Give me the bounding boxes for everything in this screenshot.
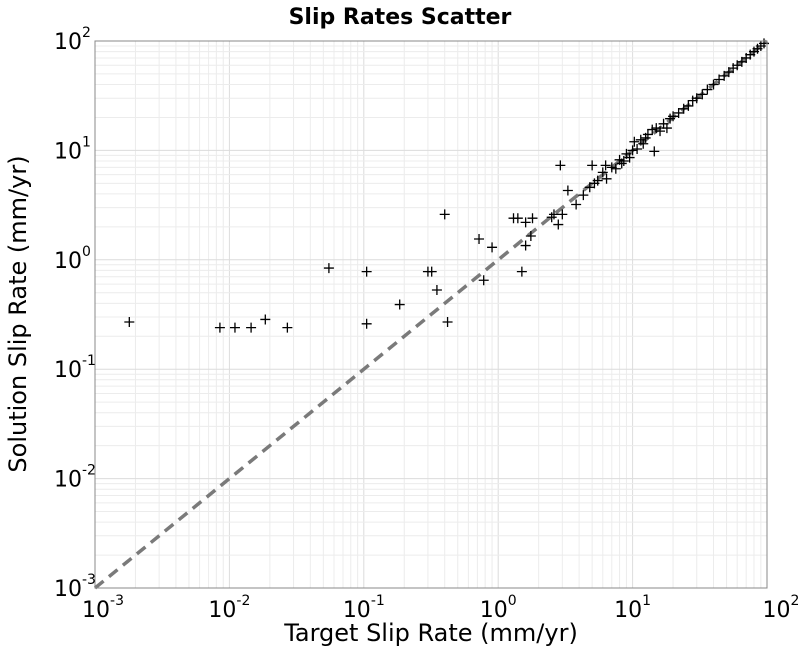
data-point [439, 209, 450, 220]
data-point [683, 100, 694, 111]
data-point [487, 242, 498, 253]
data-point [520, 217, 531, 228]
data-point [673, 107, 684, 118]
x-tick-label: 10-3 [82, 593, 124, 623]
data-point [431, 284, 442, 295]
x-tick-label: 101 [614, 593, 651, 623]
data-point [394, 299, 405, 310]
data-point [555, 160, 566, 171]
data-point [601, 173, 612, 184]
data-point [638, 138, 649, 149]
data-point [516, 266, 527, 277]
data-point [361, 318, 372, 329]
data-point [691, 93, 702, 104]
data-point [442, 317, 453, 328]
data-point [512, 213, 523, 224]
x-tick-label: 10-1 [343, 593, 385, 623]
data-point [246, 322, 257, 333]
x-tick-labels: 10-3 10-2 10-1 100 101 102 [82, 593, 799, 623]
data-point [214, 322, 225, 333]
reference-line [93, 39, 769, 590]
data-point [649, 146, 660, 157]
data-point [474, 233, 485, 244]
data-point [655, 126, 666, 137]
x-tick-label: 10-2 [208, 593, 250, 623]
data-point [714, 74, 725, 85]
data-point [632, 143, 643, 154]
grid [94, 41, 767, 589]
x-tick-label: 102 [763, 593, 800, 623]
data-point [282, 322, 293, 333]
data-point [697, 89, 708, 100]
x-tick-label: 100 [480, 593, 517, 623]
y-tick-label: 10-2 [54, 463, 96, 493]
data-point [527, 213, 538, 224]
data-point [606, 162, 617, 173]
data-point [618, 156, 629, 167]
data-point [642, 129, 653, 140]
data-point [600, 160, 611, 171]
data-point [548, 209, 559, 220]
data-point [592, 175, 603, 186]
y-axis-label: Solution Slip Rate (mm/yr) [4, 155, 32, 472]
data-point [520, 240, 531, 251]
plot-frame [94, 40, 768, 589]
reference-line-layer [93, 39, 769, 590]
data-point [687, 95, 698, 106]
data-point [708, 79, 719, 90]
data-point [629, 136, 640, 147]
data-point [624, 152, 635, 163]
y-tick-label: 101 [54, 134, 91, 164]
data-point [323, 263, 334, 274]
y-tick-label: 102 [54, 25, 91, 55]
y-tick-label: 10-3 [54, 572, 96, 602]
data-points [124, 38, 770, 333]
chart-title: Slip Rates Scatter [289, 5, 512, 30]
data-point [525, 231, 536, 242]
x-axis-label: Target Slip Rate (mm/yr) [283, 619, 578, 647]
data-point [229, 322, 240, 333]
data-point [426, 266, 437, 277]
y-tick-label: 10-1 [54, 353, 96, 383]
data-point [668, 111, 679, 122]
data-point [610, 163, 621, 174]
data-point [578, 190, 589, 201]
data-point [647, 124, 658, 135]
data-point [557, 209, 568, 220]
data-point [627, 145, 638, 156]
data-point [587, 160, 598, 171]
data-point [571, 199, 582, 210]
data-point [661, 123, 672, 134]
data-point [597, 167, 608, 178]
y-tick-labels: 10-3 10-2 10-1 100 101 102 [54, 25, 96, 602]
data-point [361, 266, 372, 277]
data-point [478, 275, 489, 286]
data-point [616, 158, 627, 169]
data-point [553, 219, 564, 230]
data-point [260, 314, 271, 325]
data-point [562, 185, 573, 196]
y-tick-label: 100 [54, 244, 91, 274]
data-point [124, 317, 135, 328]
data-point [702, 84, 713, 95]
